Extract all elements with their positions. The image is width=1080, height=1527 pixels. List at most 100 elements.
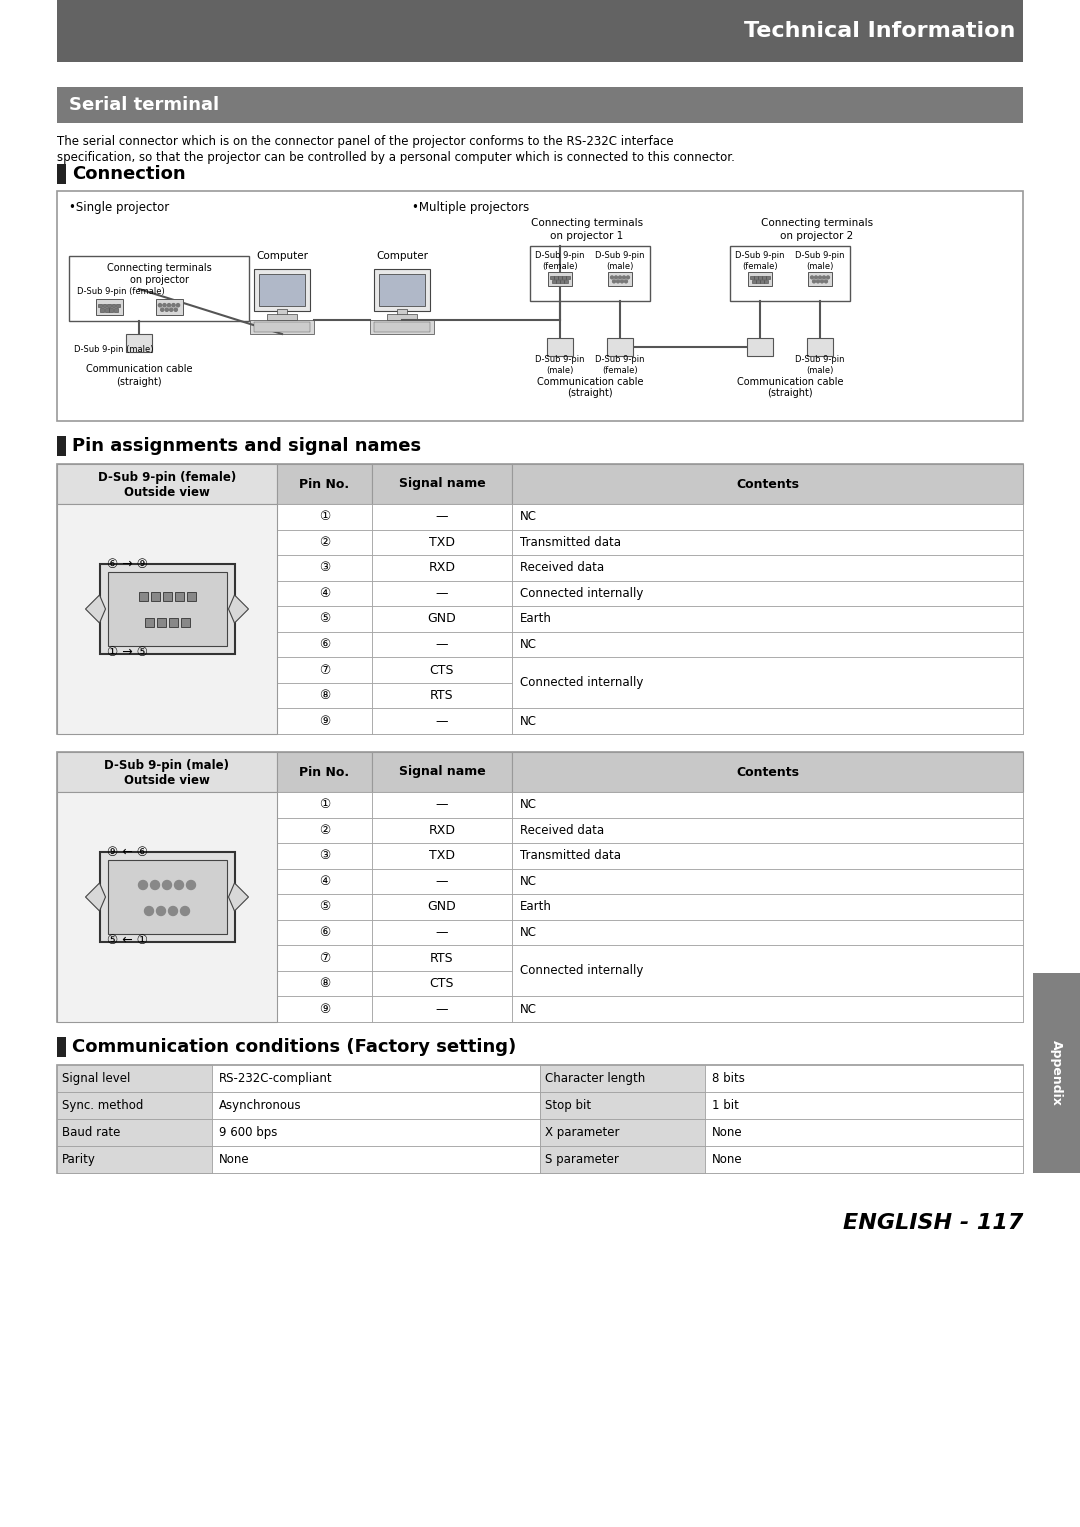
Bar xyxy=(546,337,573,356)
Bar xyxy=(548,272,572,286)
Bar xyxy=(175,592,184,602)
Text: specification, so that the projector can be controlled by a personal computer wh: specification, so that the projector can… xyxy=(57,151,734,165)
Bar xyxy=(249,321,314,334)
Bar xyxy=(561,279,564,282)
Bar xyxy=(563,276,566,279)
Circle shape xyxy=(150,881,160,890)
Bar xyxy=(705,1145,1023,1173)
Text: Connected internally: Connected internally xyxy=(519,965,644,977)
Text: D-Sub 9-pin: D-Sub 9-pin xyxy=(536,252,584,261)
Bar xyxy=(259,273,305,305)
Bar xyxy=(57,464,1023,734)
Circle shape xyxy=(161,308,164,312)
Text: on projector: on projector xyxy=(130,275,189,286)
Text: (male): (male) xyxy=(807,261,834,270)
Text: ⑤: ⑤ xyxy=(319,901,330,913)
Circle shape xyxy=(622,276,625,279)
Text: (female): (female) xyxy=(603,365,638,374)
Text: ④: ④ xyxy=(319,875,330,887)
Circle shape xyxy=(615,276,618,279)
Text: None: None xyxy=(712,1125,743,1139)
Text: Outside view: Outside view xyxy=(124,486,210,498)
Circle shape xyxy=(187,881,195,890)
Bar xyxy=(512,657,1023,709)
Bar xyxy=(558,276,562,279)
Circle shape xyxy=(138,881,148,890)
Text: NC: NC xyxy=(519,925,537,939)
Text: Transmitted data: Transmitted data xyxy=(519,536,621,548)
Bar xyxy=(57,504,276,734)
Text: ⑧: ⑧ xyxy=(319,977,330,989)
Bar xyxy=(372,817,512,843)
Text: ⑤: ⑤ xyxy=(319,612,330,626)
Bar xyxy=(276,683,372,709)
Bar xyxy=(276,580,372,606)
Bar xyxy=(808,272,832,286)
Text: Connecting terminals: Connecting terminals xyxy=(531,218,643,228)
Circle shape xyxy=(619,276,621,279)
Text: ⑥: ⑥ xyxy=(319,925,330,939)
Bar xyxy=(758,276,761,279)
Text: Serial terminal: Serial terminal xyxy=(69,96,219,115)
Bar xyxy=(372,606,512,632)
Circle shape xyxy=(814,276,818,279)
Bar xyxy=(566,276,569,279)
Text: ①: ① xyxy=(319,510,330,524)
Text: RXD: RXD xyxy=(429,825,456,837)
Bar xyxy=(374,269,430,312)
Polygon shape xyxy=(85,596,106,623)
Bar xyxy=(512,843,1023,869)
Bar xyxy=(276,751,372,793)
Bar xyxy=(751,276,754,279)
Text: Appendix: Appendix xyxy=(1050,1040,1063,1106)
Text: ⑨ ← ⑥: ⑨ ← ⑥ xyxy=(107,846,148,858)
Bar xyxy=(276,464,372,504)
Bar xyxy=(512,709,1023,734)
Text: on projector 2: on projector 2 xyxy=(781,231,853,241)
Bar xyxy=(730,246,850,301)
Bar xyxy=(57,751,1023,1022)
Text: D-Sub 9-pin (male): D-Sub 9-pin (male) xyxy=(105,759,229,773)
Text: ②: ② xyxy=(319,536,330,548)
Bar xyxy=(753,279,756,282)
Bar xyxy=(530,246,650,301)
Bar xyxy=(762,276,766,279)
Bar xyxy=(372,919,512,945)
Text: ⑥: ⑥ xyxy=(319,638,330,651)
Text: Computer: Computer xyxy=(376,250,428,261)
Bar xyxy=(114,308,118,312)
Bar xyxy=(276,997,372,1022)
Bar xyxy=(372,971,512,997)
Bar xyxy=(372,843,512,869)
Text: D-Sub 9-pin (female): D-Sub 9-pin (female) xyxy=(98,472,237,484)
Bar xyxy=(372,657,512,683)
Circle shape xyxy=(163,304,166,307)
Text: D-Sub 9-pin: D-Sub 9-pin xyxy=(595,252,645,261)
Circle shape xyxy=(162,881,172,890)
Text: Connected internally: Connected internally xyxy=(519,676,644,689)
Bar xyxy=(212,1092,540,1119)
Circle shape xyxy=(612,279,616,282)
Bar xyxy=(111,304,116,307)
Bar xyxy=(372,793,512,817)
Bar xyxy=(372,504,512,530)
Bar xyxy=(57,163,66,183)
Text: RTS: RTS xyxy=(430,951,454,965)
Bar xyxy=(512,580,1023,606)
Text: CTS: CTS xyxy=(430,977,455,989)
Bar xyxy=(372,895,512,919)
Bar xyxy=(276,632,372,657)
Text: Contents: Contents xyxy=(735,765,799,779)
Bar xyxy=(126,334,152,353)
Circle shape xyxy=(174,308,177,312)
Circle shape xyxy=(175,881,184,890)
Bar xyxy=(705,1064,1023,1092)
Text: Connecting terminals: Connecting terminals xyxy=(761,218,873,228)
Text: Communication cable: Communication cable xyxy=(537,377,644,386)
Bar xyxy=(187,592,195,602)
Bar xyxy=(212,1064,540,1092)
Bar xyxy=(108,860,227,935)
Bar xyxy=(138,592,148,602)
Text: Asynchronous: Asynchronous xyxy=(219,1099,301,1112)
Bar xyxy=(748,272,772,286)
